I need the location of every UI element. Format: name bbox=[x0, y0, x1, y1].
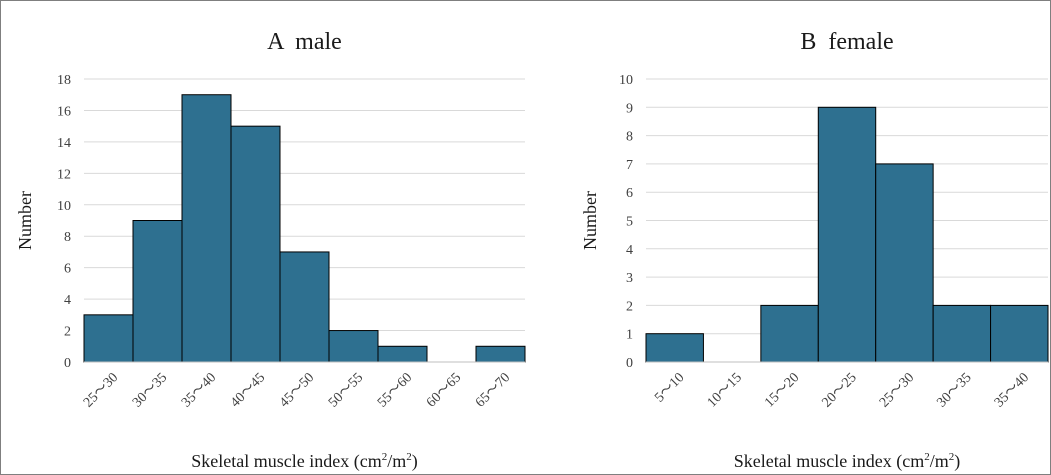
male-y-tick-label: 6 bbox=[64, 262, 71, 277]
female-y-tick-label: 3 bbox=[626, 271, 633, 286]
female-y-tick-label: 7 bbox=[626, 158, 633, 173]
male-y-tick-label: 4 bbox=[64, 293, 71, 308]
female-x-tick-label: 30〜35 bbox=[934, 370, 974, 410]
female-bar bbox=[817, 106, 877, 363]
male-bar bbox=[83, 314, 134, 363]
female-bar bbox=[932, 304, 992, 363]
female-bar bbox=[760, 304, 819, 363]
male-bar bbox=[328, 330, 379, 363]
male-chart-title: A male bbox=[267, 29, 342, 55]
male-y-tick-label: 2 bbox=[64, 325, 71, 340]
male-bar bbox=[377, 345, 428, 363]
female-bar bbox=[875, 163, 934, 363]
female-x-tick-label: 10〜15 bbox=[705, 370, 745, 410]
male-y-tick-label: 14 bbox=[57, 136, 71, 151]
female-x-axis-title: Skeletal muscle index (cm2​/m2​) bbox=[734, 451, 960, 472]
female-y-axis-title: Number bbox=[580, 191, 600, 250]
female-x-tick-label: 20〜25 bbox=[820, 370, 860, 410]
male-x-tick-label: 35〜40 bbox=[179, 370, 219, 410]
male-bar bbox=[181, 94, 232, 363]
female-y-tick-label: 4 bbox=[626, 243, 633, 258]
female-y-tick-label: 10 bbox=[619, 73, 633, 88]
female-y-tick-label: 8 bbox=[626, 130, 633, 145]
female-bar bbox=[990, 304, 1049, 363]
male-y-axis-title: Number bbox=[15, 191, 35, 250]
male-bar bbox=[132, 220, 183, 363]
female-x-tick-label: 25〜30 bbox=[877, 370, 917, 410]
female-y-tick-label: 6 bbox=[626, 186, 633, 201]
female-y-tick-label: 1 bbox=[626, 328, 633, 343]
male-y-tick-label: 8 bbox=[64, 230, 71, 245]
female-x-tick-label: 5〜10 bbox=[652, 370, 687, 405]
female-y-tick-label: 5 bbox=[626, 215, 633, 230]
male-x-tick-label: 25〜30 bbox=[81, 370, 121, 410]
male-y-tick-label: 12 bbox=[57, 167, 71, 182]
female-chart-title: B female bbox=[800, 29, 893, 55]
female-bar bbox=[645, 333, 704, 363]
male-x-tick-label: 40〜45 bbox=[228, 370, 268, 410]
male-chart: 0 2 4 6 8 10 12 14 16 18 25〜30 30〜35 35〜40 40〜45 45〜50… bbox=[15, 29, 526, 472]
female-y-tick-label: 9 bbox=[626, 101, 633, 116]
male-y-tick-label: 18 bbox=[57, 73, 71, 88]
female-y-tick-label: 0 bbox=[626, 356, 633, 371]
male-x-tick-label: 30〜35 bbox=[130, 370, 170, 410]
female-y-tick-label: 2 bbox=[626, 299, 633, 314]
male-y-tick-label: 10 bbox=[57, 199, 71, 214]
male-x-axis-title: Skeletal muscle index (cm2​/m2​) bbox=[191, 451, 417, 472]
male-bar bbox=[230, 125, 281, 363]
male-bar bbox=[279, 251, 330, 363]
male-x-tick-label: 65〜70 bbox=[473, 370, 513, 410]
female-chart: 0 1 2 3 4 5 6 7 8 9 10 5〜10 10〜15 15〜20 20〜25 25〜30 30〜3… bbox=[580, 29, 1049, 472]
male-x-tick-label: 45〜50 bbox=[277, 370, 317, 410]
female-x-tick-label: 35〜40 bbox=[992, 370, 1032, 410]
female-x-tick-label: 15〜20 bbox=[762, 370, 802, 410]
male-x-tick-label: 50〜55 bbox=[326, 370, 366, 410]
male-y-tick-label: 0 bbox=[64, 356, 71, 371]
male-x-tick-label: 55〜60 bbox=[375, 370, 415, 410]
male-y-tick-label: 16 bbox=[57, 104, 71, 119]
male-x-tick-label: 60〜65 bbox=[424, 370, 464, 410]
male-bar bbox=[475, 345, 526, 363]
